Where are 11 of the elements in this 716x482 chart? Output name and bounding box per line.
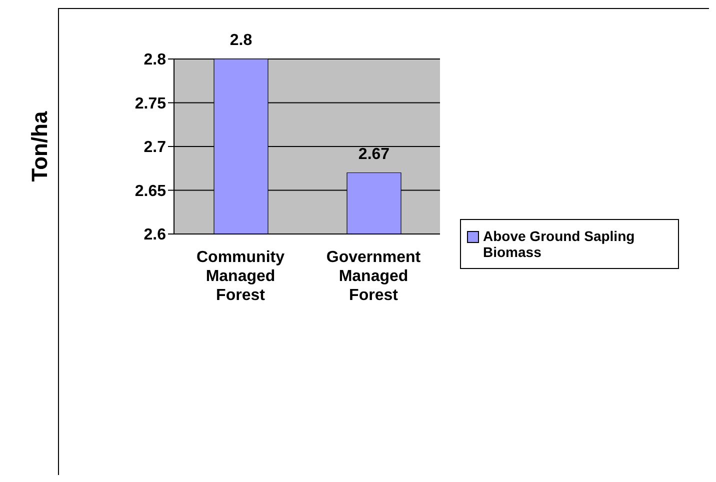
y-tick-label: 2.7 xyxy=(144,139,166,156)
legend-label: Above Ground Sapling Biomass xyxy=(483,228,636,260)
x-tick-label: Community Managed Forest xyxy=(196,249,285,304)
data-label: 2.8 xyxy=(230,32,252,49)
x-tick-label: Government Managed Forest xyxy=(326,249,422,304)
data-label: 2.67 xyxy=(358,146,390,163)
y-tick-label: 2.75 xyxy=(134,95,166,112)
y-tick-label: 2.6 xyxy=(144,226,166,244)
y-axis-title: Ton/ha xyxy=(26,110,52,182)
y-tick-label: 2.65 xyxy=(134,182,166,200)
y-tick-label: 2.8 xyxy=(144,52,166,69)
